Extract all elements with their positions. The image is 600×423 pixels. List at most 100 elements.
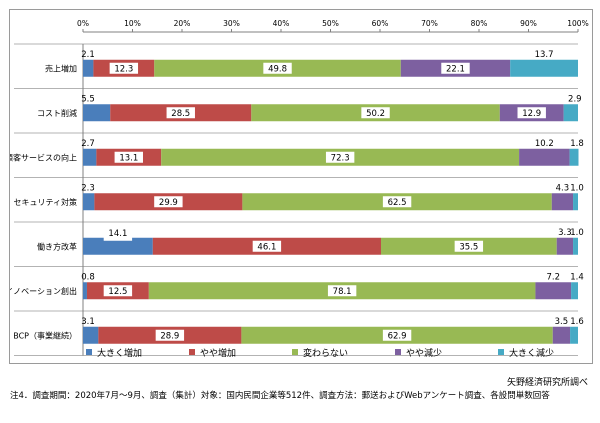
data-label: 1.4 — [570, 272, 584, 282]
data-label: 28.5 — [171, 109, 190, 119]
data-label: 5.5 — [81, 94, 95, 104]
bar-segment — [83, 326, 99, 344]
bar-segment — [535, 282, 572, 300]
data-label: 12.3 — [114, 64, 133, 74]
category-label: 顧客サービスの向上 — [10, 152, 77, 162]
x-tick-label: 20% — [174, 19, 191, 28]
data-label: 22.1 — [446, 64, 465, 74]
x-tick-label: 100% — [567, 19, 588, 28]
data-label: 3.1 — [81, 317, 95, 327]
data-label: 3.5 — [555, 317, 569, 327]
legend-item-2: やや増加 — [189, 345, 236, 359]
data-label: 2.3 — [81, 183, 95, 193]
bar-segment — [83, 148, 97, 166]
bar-segment — [552, 326, 571, 344]
data-label: 29.9 — [159, 198, 178, 208]
bar-segment — [570, 326, 578, 344]
data-label: 14.1 — [108, 229, 127, 239]
data-label: 1.8 — [570, 139, 584, 149]
bar-segment — [569, 148, 579, 166]
data-label: 62.5 — [388, 198, 407, 208]
bar-segment — [83, 237, 153, 255]
data-label-box — [154, 196, 183, 208]
data-label: 78.1 — [333, 287, 352, 297]
data-label: 13.7 — [535, 50, 554, 60]
bar-segment — [551, 193, 574, 211]
stacked-bar-chart: 0% 10% 20% 30% 40% 50% 60% 70% 80% 90% 100% 売上増加 2.1… — [10, 19, 589, 356]
data-label-box — [103, 232, 133, 241]
bar-segment — [83, 104, 111, 122]
data-label: 62.9 — [388, 331, 407, 341]
data-label: 0.8 — [81, 272, 95, 282]
legend-swatch — [292, 349, 298, 355]
x-tick-label: 80% — [471, 19, 488, 28]
bar-segment — [519, 148, 570, 166]
data-label-box — [517, 107, 546, 119]
x-tick-label: 40% — [273, 19, 290, 28]
bar-segment — [563, 104, 578, 122]
data-label-box — [114, 151, 143, 163]
legend-swatch — [86, 349, 92, 355]
category-label: 働き方改革 — [37, 241, 77, 251]
bar-segment — [83, 282, 87, 300]
x-tick-label: 0% — [77, 19, 89, 28]
legend-label: やや増加 — [200, 348, 237, 359]
legend-label: 大きく減少 — [509, 348, 555, 359]
legend-swatch — [498, 349, 504, 355]
x-tick-label: 90% — [520, 19, 537, 28]
bar-segment — [556, 237, 574, 255]
x-tick-label: 60% — [372, 19, 389, 28]
data-label-box — [109, 62, 139, 74]
bar-segment — [83, 193, 95, 211]
data-label-box — [382, 196, 412, 208]
category-label: 売上増加 — [45, 63, 77, 73]
data-label: 12.9 — [522, 109, 541, 119]
data-label-box — [454, 240, 484, 252]
data-label-box — [441, 62, 470, 74]
data-label-box — [252, 240, 282, 252]
data-label-box — [361, 107, 390, 119]
data-label: 3.3 — [558, 228, 572, 238]
data-label: 1.0 — [570, 228, 584, 238]
data-label-box — [263, 62, 292, 74]
legend-item-4: やや減少 — [395, 345, 442, 359]
data-label-box — [325, 151, 355, 163]
x-tick-label: 70% — [421, 19, 438, 28]
data-label: 28.9 — [160, 331, 179, 341]
data-label: 72.3 — [331, 153, 350, 163]
data-label-box — [327, 285, 357, 297]
chart-frame: 0% 10% 20% 30% 40% 50% 60% 70% 80% 90% 100% 売上増加 2.1… — [9, 9, 593, 364]
legend-swatch — [395, 349, 401, 355]
data-label: 35.5 — [459, 242, 478, 252]
data-label-box — [382, 329, 412, 341]
bar-segment — [571, 282, 578, 300]
category-label: BCP（事業継続） — [13, 330, 77, 340]
source-credit: 矢野経済研究所調べ — [506, 378, 588, 388]
x-tick-label: 50% — [322, 19, 339, 28]
data-label: 4.3 — [556, 183, 570, 193]
data-label-box — [103, 285, 133, 297]
x-tick-label: 30% — [223, 19, 240, 28]
data-label: 1.6 — [570, 317, 584, 327]
data-label: 7.2 — [546, 272, 560, 282]
data-label: 12.5 — [108, 287, 127, 297]
bar-segment — [83, 59, 94, 77]
legend-label: やや減少 — [406, 348, 443, 359]
data-label: 2.7 — [81, 139, 95, 149]
legend-item-1: 大きく増加 — [86, 345, 142, 359]
legend-swatch — [189, 349, 195, 355]
data-label: 10.2 — [535, 139, 554, 149]
data-label: 50.2 — [366, 109, 385, 119]
data-label: 49.8 — [268, 64, 287, 74]
data-label: 2.9 — [568, 94, 582, 104]
bar-segment — [573, 237, 578, 255]
data-label: 2.1 — [81, 50, 95, 60]
legend-label: 変わらない — [303, 348, 349, 359]
data-label-box — [166, 107, 195, 119]
legend-label: 大きく増加 — [97, 348, 143, 359]
data-label: 13.1 — [119, 153, 138, 163]
category-label: コスト削減 — [37, 108, 77, 118]
bar-segment — [510, 59, 578, 77]
legend-item-5: 大きく減少 — [498, 345, 554, 359]
data-label-box — [155, 329, 185, 341]
